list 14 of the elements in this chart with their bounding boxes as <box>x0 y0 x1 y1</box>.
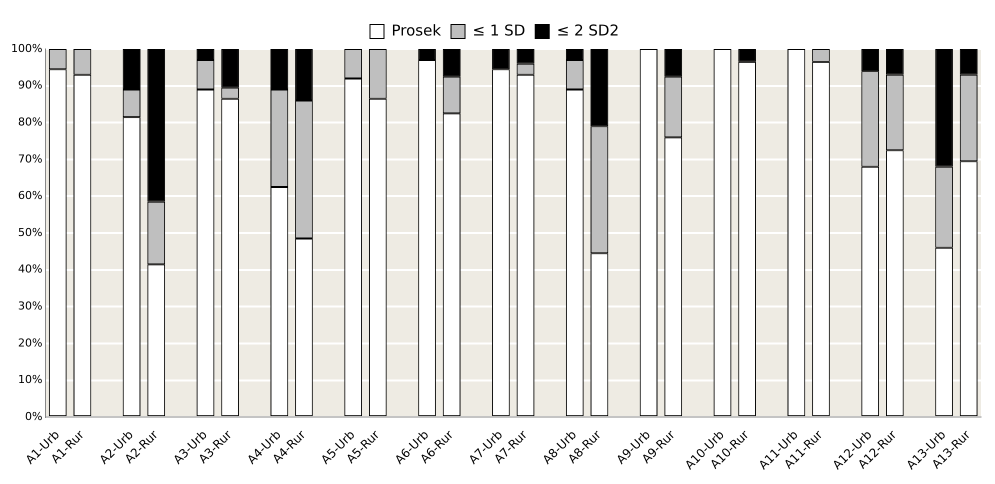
y-tick-label: 100% <box>10 42 42 55</box>
y-tick-label: 90% <box>18 78 42 92</box>
legend-label: ≤ 2 SD2 <box>556 21 620 40</box>
y-tick-label: 80% <box>18 115 42 128</box>
y-tick-label: 0% <box>24 410 42 423</box>
legend-label: ≤ 1 SD <box>472 21 526 40</box>
y-tick-label: 10% <box>18 373 42 386</box>
y-tick-label: 20% <box>18 336 42 350</box>
legend-label: Prosek <box>391 21 442 40</box>
y-tick-label: 60% <box>18 189 42 202</box>
y-tick-label: 70% <box>18 152 42 166</box>
y-tick-label: 30% <box>18 300 42 313</box>
y-tick-label: 40% <box>18 262 42 276</box>
y-tick-label: 50% <box>18 226 42 239</box>
